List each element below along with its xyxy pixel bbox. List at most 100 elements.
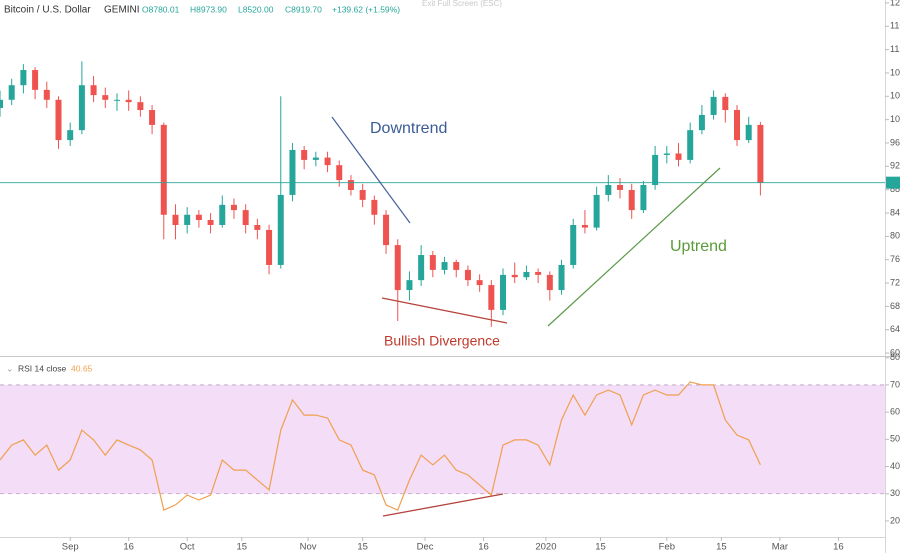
candle-body: [546, 274, 553, 291]
candle-body: [336, 165, 343, 181]
candle-body: [184, 214, 191, 225]
candle-body: [640, 185, 647, 211]
candle-body: [535, 271, 542, 275]
candle-body: [172, 214, 179, 225]
ohlc-value: O8780.01: [142, 4, 180, 14]
y-tick-label: 20: [890, 515, 900, 525]
candle-body: [324, 157, 331, 166]
candle-body: [652, 154, 659, 186]
x-tick-label: 2020: [535, 542, 556, 553]
candle-body: [734, 110, 741, 141]
x-tick-label: Dec: [417, 542, 434, 553]
y-tick-label: 10400: [890, 91, 900, 101]
x-tick-label: Nov: [300, 542, 317, 553]
x-tick-label: 16: [123, 542, 134, 553]
uptrend-line: [547, 167, 721, 327]
indicator-name: RSI 14 close: [18, 363, 66, 373]
candle-body: [663, 153, 670, 155]
candle-body: [113, 99, 120, 101]
y-tick-label: 11600: [890, 21, 900, 31]
y-tick-label: 8400: [890, 207, 900, 217]
candle-body: [371, 199, 378, 215]
candle-body: [312, 157, 319, 160]
candle-body: [745, 124, 752, 141]
annotation: Uptrend: [670, 238, 727, 255]
x-tick-label: Feb: [659, 542, 675, 553]
candle-body: [230, 204, 237, 211]
last-price-box: [886, 176, 900, 189]
candle-body: [55, 99, 62, 141]
candle-body: [406, 280, 413, 291]
x-tick-label: Sep: [62, 542, 79, 553]
annotation: Bullish Divergence: [384, 333, 500, 349]
y-tick-label: 10000: [890, 114, 900, 124]
candle-body: [8, 85, 15, 100]
candle-body: [593, 194, 600, 228]
y-tick-label: 10800: [890, 67, 900, 77]
candle-body: [628, 189, 635, 211]
candle-body: [125, 99, 132, 103]
candle-body: [464, 269, 471, 281]
ohlc-value: C8919.70: [285, 4, 322, 14]
candle-body: [160, 124, 167, 215]
candle-body: [149, 110, 156, 125]
candle-body: [698, 114, 705, 131]
rsi-band: [0, 384, 885, 494]
y-tick-label: 30: [890, 488, 900, 498]
y-tick-label: 8800: [890, 184, 900, 194]
downtrend-line: [331, 116, 411, 224]
y-tick-label: 6400: [890, 324, 900, 334]
x-tick-label: 15: [236, 542, 247, 553]
candle-body: [359, 189, 366, 200]
x-tick-label: 15: [595, 542, 606, 553]
candle-body: [441, 262, 448, 270]
y-tick-label: 70: [890, 379, 900, 389]
annotation: Downtrend: [370, 120, 447, 137]
candle-body: [277, 194, 284, 265]
y-tick-label: 7600: [890, 254, 900, 264]
candle-body: [242, 210, 249, 225]
candle-body: [581, 224, 588, 228]
y-tick-label: 40: [890, 461, 900, 471]
candle-body: [476, 280, 483, 286]
candle-body: [617, 185, 624, 190]
candle-body: [78, 85, 85, 131]
change-value: +139.62 (+1.59%): [332, 4, 400, 14]
collapse-icon[interactable]: ⌄: [6, 363, 14, 373]
y-tick-label: 9200: [890, 161, 900, 171]
candle-body: [511, 274, 518, 278]
y-tick-label: 8000: [890, 231, 900, 241]
candle-body: [605, 185, 612, 195]
candle-body: [418, 255, 425, 281]
ohlc-value: L8520.00: [238, 4, 274, 14]
candle-body: [710, 96, 717, 115]
candle-body: [195, 214, 202, 221]
indicator-value: 40.65: [71, 363, 93, 373]
y-tick-label: 6000: [890, 347, 900, 357]
x-tick-label: 15: [716, 542, 727, 553]
candle-body: [0, 99, 3, 108]
candle-body: [453, 262, 460, 270]
y-tick-label: 60: [890, 407, 900, 417]
candle-body: [90, 85, 97, 96]
x-tick-label: Oct: [180, 542, 195, 553]
candle-body: [301, 149, 308, 160]
y-tick-label: 7200: [890, 277, 900, 287]
divergence-rsi-line: [382, 493, 504, 517]
y-tick-label: 80: [890, 352, 900, 362]
y-tick-label: 12000: [890, 0, 900, 7]
candle-body: [347, 180, 354, 190]
candle-body: [67, 130, 74, 141]
x-tick-label: 16: [833, 542, 844, 553]
candle-body: [757, 124, 764, 183]
divergence-price-line: [381, 297, 508, 324]
overlay-text: Exit Full Screen (ESC): [422, 0, 502, 8]
candle-body: [722, 96, 729, 111]
candle-body: [43, 89, 50, 100]
candle-body: [687, 130, 694, 160]
candle-body: [137, 102, 144, 111]
annotation-box: [376, 330, 506, 354]
y-tick-label: 6800: [890, 301, 900, 311]
candle-body: [558, 264, 565, 291]
